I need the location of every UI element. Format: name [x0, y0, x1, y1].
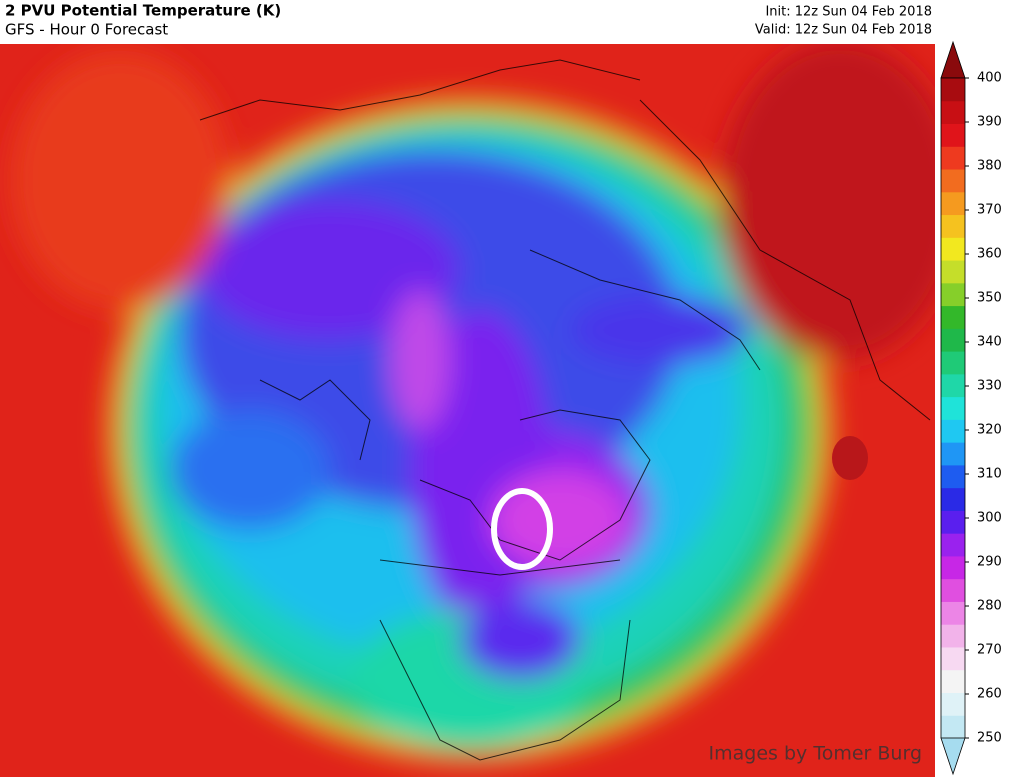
colorbar-segment [941, 260, 965, 284]
colorbar-segment [941, 282, 965, 307]
colorbar-tick-label: 330 [977, 379, 1002, 394]
colorbar-tick-label: 310 [977, 467, 1002, 482]
colorbar-tick-label: 270 [977, 643, 1002, 658]
colorbar-segment [941, 351, 965, 375]
colorbar-segment [941, 146, 965, 170]
colorbar-segment [941, 169, 965, 193]
colorbar-segment [941, 305, 965, 329]
colorbar-frame [940, 77, 966, 739]
colorbar-tick-label: 390 [977, 115, 1002, 130]
colorbar-tick-label: 250 [977, 731, 1002, 746]
colorbar-segment [941, 237, 965, 261]
highlight-circle [491, 488, 553, 570]
colorbar-tick-label: 400 [977, 71, 1002, 86]
colorbar-segment [941, 601, 965, 625]
colorbar-segment [941, 487, 965, 511]
colorbar-segment [941, 533, 965, 557]
colorbar-segment [941, 191, 965, 216]
colorbar-segment [941, 373, 965, 398]
colorbar-tick-label: 370 [977, 203, 1002, 218]
colorbar-segment [941, 464, 965, 489]
colorbar-segment [941, 100, 965, 125]
colorbar-tick-label: 380 [977, 159, 1002, 174]
map: Images by Tomer Burg [0, 44, 935, 777]
colorbar-segment [941, 419, 965, 443]
colorbar-extend-high [940, 40, 966, 79]
title: 2 PVU Potential Temperature (K) [5, 2, 281, 20]
colorbar-segment [941, 78, 965, 102]
colorbar-tick-label: 260 [977, 687, 1002, 702]
colorbar-tick-label: 340 [977, 335, 1002, 350]
colorbar-segment [941, 214, 965, 238]
colorbar-tick-label: 280 [977, 599, 1002, 614]
init-time: Init: 12z Sun 04 Feb 2018 [765, 5, 932, 20]
colorbar-tick-label: 290 [977, 555, 1002, 570]
colorbar-segment [941, 669, 965, 693]
colorbar: 250 260 270 280 290 300 310 320 330 340 350 360 370 3… [940, 40, 1002, 776]
colorbar-segment [941, 692, 965, 716]
colorbar-segment [941, 555, 965, 580]
colorbar-tick-label: 350 [977, 291, 1002, 306]
colorbar-segment [941, 396, 965, 420]
colorbar-extend-low [940, 737, 966, 776]
colorbar-segment [941, 578, 965, 602]
colorbar-segment [941, 510, 965, 534]
colorbar-segment [941, 715, 965, 739]
colorbar-tick-label: 320 [977, 423, 1002, 438]
colorbar-segment [941, 328, 965, 352]
colorbar-tick-label: 300 [977, 511, 1002, 526]
valid-time: Valid: 12z Sun 04 Feb 2018 [755, 23, 932, 38]
colorbar-segment [941, 646, 965, 671]
credit: Images by Tomer Burg [709, 743, 922, 765]
subtitle: GFS - Hour 0 Forecast [5, 21, 168, 39]
colorbar-tick-label: 360 [977, 247, 1002, 262]
colorbar-segment [941, 624, 965, 648]
colorbar-segment [941, 123, 965, 147]
colorbar-segment [941, 442, 965, 466]
